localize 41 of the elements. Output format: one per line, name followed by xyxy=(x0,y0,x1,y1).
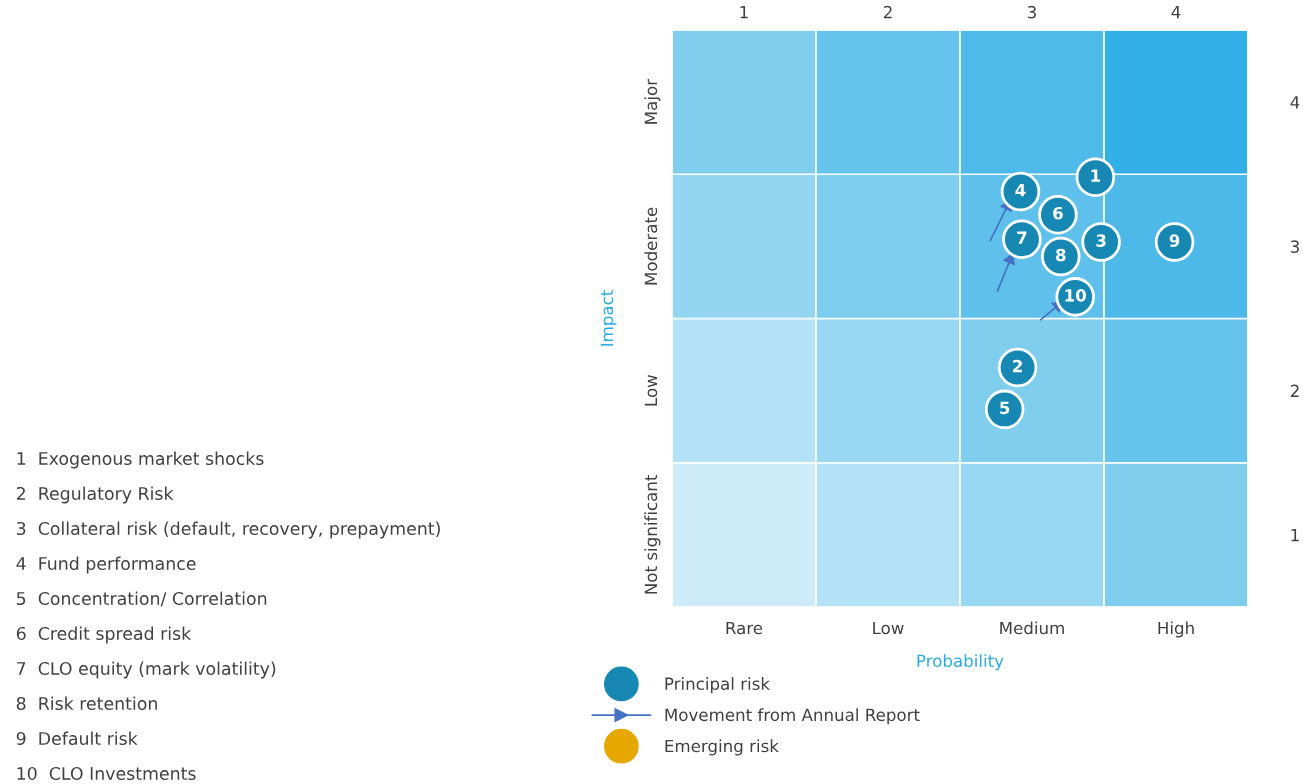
text: Low xyxy=(644,374,658,406)
text: 6 Credit spread risk xyxy=(16,626,192,644)
text: 3 Collateral risk (default, recovery, prepayment) xyxy=(16,521,440,539)
x-tick-label: 4 xyxy=(1171,6,1181,19)
y-tick-label: 2 xyxy=(1290,384,1299,397)
x-tick-label: 2 xyxy=(883,5,892,19)
text: 4 Fund performance xyxy=(16,556,196,574)
annotation: 9 xyxy=(1169,234,1180,247)
legend-label: Principal risk xyxy=(665,677,770,694)
x-axis-title: Probability xyxy=(917,654,1004,671)
text: 8 Risk retention xyxy=(16,696,157,711)
y-tick-label: 4 xyxy=(1290,96,1300,109)
annotation: 10 xyxy=(1065,289,1086,302)
annotation: 4 xyxy=(1015,184,1026,197)
x-tick-label: 3 xyxy=(1027,5,1036,19)
legend-label: Movement from Annual Report xyxy=(665,708,920,725)
annotation: 7 xyxy=(1017,231,1027,244)
y-tick-label: 1 xyxy=(1291,529,1299,542)
text: 10 CLO Investments xyxy=(17,766,196,781)
text: 5 Concentration/ Correlation xyxy=(16,591,267,607)
y-axis-title: Impact xyxy=(600,290,617,346)
text: 1 Exogenous market shocks xyxy=(17,451,264,469)
y-tick-label: 3 xyxy=(1290,240,1299,253)
annotation: 8 xyxy=(1056,248,1066,262)
annotation: 5 xyxy=(1000,401,1010,415)
legend-label: Emerging risk xyxy=(665,739,779,756)
text: Moderate xyxy=(644,207,658,285)
text: 2 Regulatory Risk xyxy=(16,486,174,504)
text: Medium xyxy=(1000,621,1064,635)
annotation: 3 xyxy=(1096,234,1106,247)
text: 9 Default risk xyxy=(16,731,138,746)
x-tick-label: 1 xyxy=(740,6,748,19)
annotation: 1 xyxy=(1091,169,1101,182)
text: High xyxy=(1158,621,1194,638)
text: 7 CLO equity (mark volatility) xyxy=(17,661,276,679)
text: Major xyxy=(644,79,661,124)
annotation: 2 xyxy=(1013,359,1022,373)
annotation: 6 xyxy=(1053,206,1063,220)
text: Low xyxy=(873,621,904,635)
text: Not significant xyxy=(644,474,661,594)
text: Rare xyxy=(726,621,763,635)
